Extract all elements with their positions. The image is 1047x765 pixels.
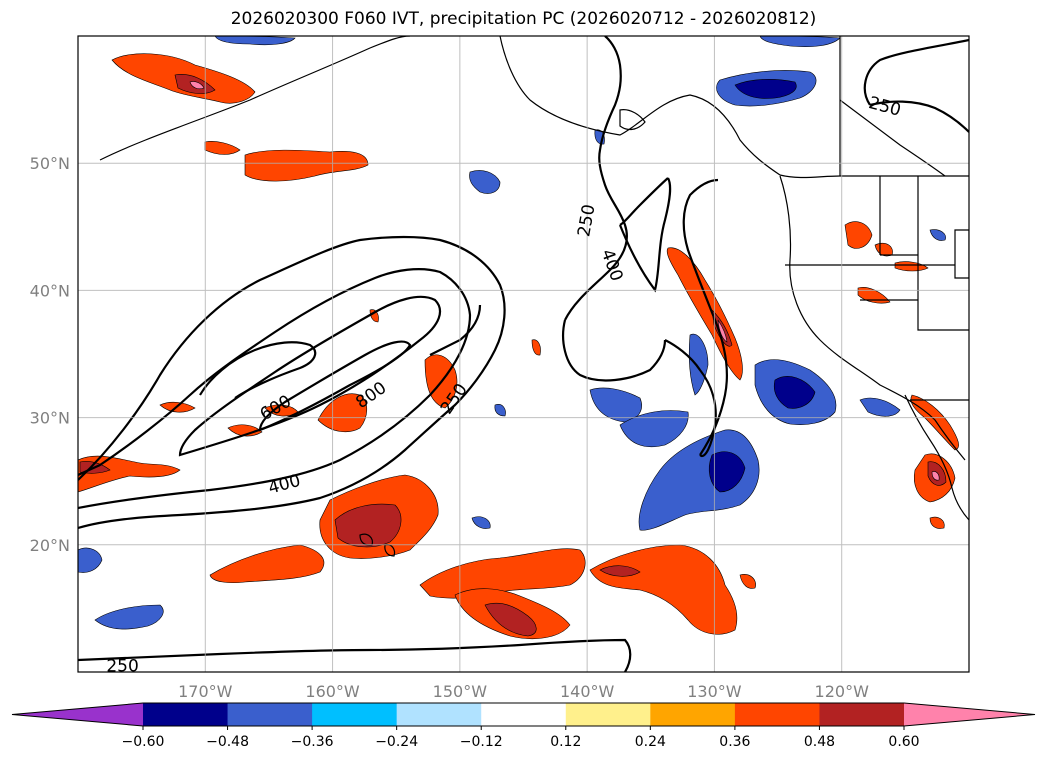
lon-tick-label: 170°W — [178, 682, 233, 701]
latitude-ticks: 20°N 30°N 40°N 50°N — [30, 154, 70, 555]
colorbar: −0.60 −0.48 −0.36 −0.24 −0.12 0.12 0.24 0.36 0.4… — [11, 702, 1036, 750]
map-frame — [77, 35, 970, 673]
longitude-ticks: 170°W 160°W 150°W 140°W 130°W 120°W — [178, 682, 869, 701]
colorbar-tick-label: 0.48 — [804, 734, 835, 750]
precip-negative-areas — [78, 36, 946, 630]
colorbar-segment — [396, 703, 482, 726]
lon-tick-label: 120°W — [815, 682, 870, 701]
colorbar-tick-label: 0.24 — [635, 734, 666, 750]
lat-tick-label: 20°N — [30, 536, 70, 555]
ivt-contours — [78, 36, 969, 672]
colorbar-tick-label: 0.36 — [719, 734, 750, 750]
lon-tick-label: 160°W — [305, 682, 360, 701]
contour-label: 250 — [106, 657, 138, 677]
colorbar-tick-label: 0.12 — [550, 734, 581, 750]
map-content — [78, 36, 969, 672]
colorbar-extend-low — [12, 703, 143, 726]
colorbar-tick-label: −0.48 — [206, 734, 249, 750]
lat-tick-label: 30°N — [30, 409, 70, 428]
colorbar-segment — [819, 703, 905, 726]
lon-tick-label: 140°W — [560, 682, 615, 701]
colorbar-tick-label: −0.60 — [122, 734, 165, 750]
lon-tick-label: 150°W — [433, 682, 488, 701]
lat-tick-label: 40°N — [30, 281, 70, 300]
lon-tick-label: 130°W — [687, 682, 742, 701]
colorbar-tick-label: −0.36 — [291, 734, 334, 750]
colorbar-segment — [227, 703, 313, 726]
colorbar-segment — [312, 703, 398, 726]
colorbar-tick-label: −0.12 — [460, 734, 503, 750]
colorbar-segment — [650, 703, 736, 726]
colorbar-segment — [143, 703, 229, 726]
lat-tick-label: 50°N — [30, 154, 70, 173]
map-title: 2026020300 F060 IVT, precipitation PC (2… — [230, 9, 817, 29]
colorbar-tick-label: −0.24 — [375, 734, 418, 750]
colorbar-segment — [734, 703, 820, 726]
colorbar-segment — [565, 703, 651, 726]
gridlines — [78, 36, 969, 672]
colorbar-extend-high — [904, 703, 1035, 726]
colorbar-segment — [481, 703, 567, 726]
colorbar-tick-label: 0.60 — [888, 734, 919, 750]
